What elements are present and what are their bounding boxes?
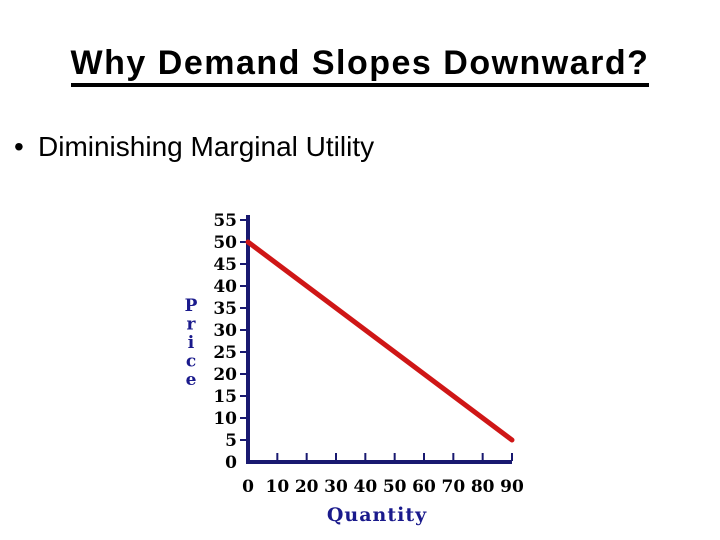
y-axis-tick-label: 0: [225, 453, 237, 473]
bullet-text: Diminishing Marginal Utility: [38, 131, 375, 162]
y-axis-title-letter: P: [185, 296, 198, 316]
slide-title-text: Why Demand Slopes Downward?: [70, 44, 650, 88]
x-axis-tick-label: 30: [324, 477, 348, 497]
x-axis-tick-label: 40: [353, 477, 377, 497]
page-title: Why Demand Slopes Downward?: [0, 44, 720, 88]
x-axis-tick-label: 60: [412, 477, 436, 497]
x-axis-tick-label: 90: [500, 477, 524, 497]
y-axis-title-letter: c: [186, 352, 196, 372]
y-axis-tick-label: 40: [213, 277, 237, 297]
y-axis-tick-label: 25: [213, 343, 237, 363]
bullet-item: • Diminishing Marginal Utility: [14, 131, 374, 163]
x-axis-tick-label: 50: [383, 477, 407, 497]
x-axis-tick-label: 80: [471, 477, 495, 497]
y-axis-tick-label: 50: [213, 233, 237, 253]
y-axis-tick-label: 55: [213, 211, 237, 231]
y-axis-tick-label: 20: [213, 365, 237, 385]
y-axis-tick-label: 45: [213, 255, 237, 275]
bullet-icon: •: [14, 131, 24, 162]
y-axis-tick-label: 5: [225, 431, 237, 451]
y-axis-tick-label: 35: [213, 299, 237, 319]
x-axis-tick-label: 10: [265, 477, 289, 497]
y-axis-tick-label: 15: [213, 387, 237, 407]
y-axis-title-letter: e: [186, 370, 197, 390]
x-axis-tick-label: 0: [242, 477, 254, 497]
x-axis-tick-label: 20: [295, 477, 319, 497]
x-axis-title: Quantity: [327, 504, 427, 526]
y-axis-title-letter: i: [188, 333, 195, 353]
y-axis-tick-label: 30: [213, 321, 237, 341]
x-axis-tick-label: 70: [441, 477, 465, 497]
y-axis-title-letter: r: [187, 315, 197, 335]
demand-curve-line: [245, 239, 515, 443]
y-axis-tick-label: 10: [213, 409, 237, 429]
